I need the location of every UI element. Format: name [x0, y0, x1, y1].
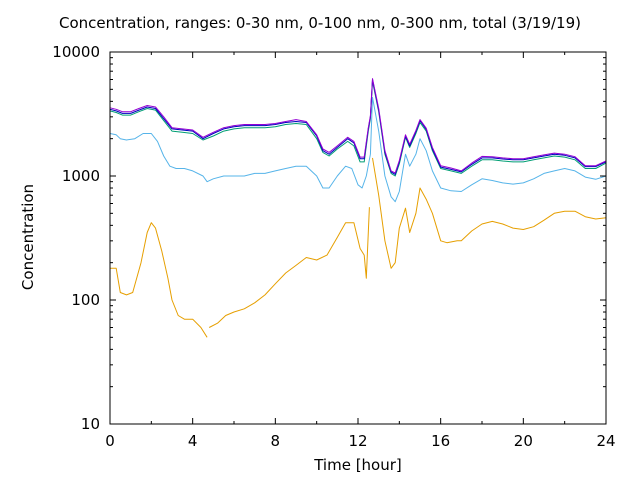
y-tick-label: 100: [71, 291, 100, 309]
x-tick-label: 16: [431, 432, 450, 450]
x-tick-label: 12: [348, 432, 367, 450]
series-line-1: [110, 157, 607, 338]
x-tick-label: 8: [271, 432, 281, 450]
x-tick-label: 20: [514, 432, 533, 450]
series-line-5: [109, 78, 607, 174]
y-tick-label: 1000: [62, 167, 100, 185]
chart-title: Concentration, ranges: 0-30 nm, 0-100 nm…: [59, 14, 581, 32]
x-axis-label: Time [hour]: [314, 456, 402, 474]
y-tick-label: 10000: [52, 43, 100, 61]
series-line-2: [109, 96, 607, 203]
y-tick-label: 10: [81, 415, 100, 433]
x-tick-label: 0: [105, 432, 115, 450]
x-tick-label: 4: [188, 432, 198, 450]
x-tick-label: 24: [596, 432, 615, 450]
